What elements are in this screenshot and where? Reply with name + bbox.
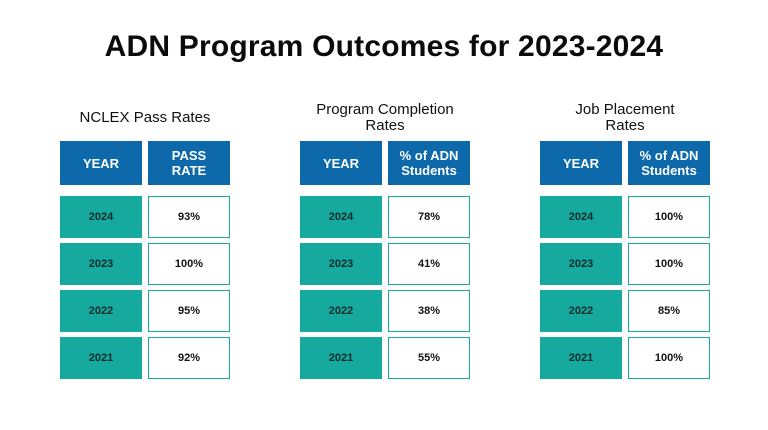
year-cell: 2023: [540, 243, 622, 285]
table-row: 2024 100%: [540, 196, 710, 238]
value-cell: 95%: [148, 290, 230, 332]
table-row: 2023 100%: [540, 243, 710, 285]
value-cell: 93%: [148, 196, 230, 238]
year-header: YEAR: [540, 141, 622, 185]
year-cell: 2024: [60, 196, 142, 238]
table-header: YEAR PASS RATE: [60, 141, 230, 185]
year-header: YEAR: [300, 141, 382, 185]
value-cell: 85%: [628, 290, 710, 332]
table-body: 2024 100% 2023 100% 2022 85% 2021 100%: [540, 196, 710, 384]
year-cell: 2022: [300, 290, 382, 332]
value-header: PASS RATE: [148, 141, 230, 185]
table-body: 2024 78% 2023 41% 2022 38% 2021 55%: [300, 196, 470, 384]
program-completion-rates-panel: Program Completion Rates YEAR % of ADN S…: [300, 100, 470, 379]
table-header: YEAR % of ADN Students: [540, 141, 710, 185]
year-cell: 2023: [300, 243, 382, 285]
table-header: YEAR % of ADN Students: [300, 141, 470, 185]
year-cell: 2021: [540, 337, 622, 379]
value-cell: 100%: [628, 196, 710, 238]
value-cell: 41%: [388, 243, 470, 285]
table-row: 2024 78%: [300, 196, 470, 238]
year-cell: 2022: [60, 290, 142, 332]
value-cell: 78%: [388, 196, 470, 238]
year-cell: 2021: [300, 337, 382, 379]
value-cell: 100%: [148, 243, 230, 285]
nclex-pass-rates-panel: NCLEX Pass Rates YEAR PASS RATE 2024 93%…: [60, 100, 230, 379]
value-cell: 38%: [388, 290, 470, 332]
year-cell: 2022: [540, 290, 622, 332]
value-header: % of ADN Students: [388, 141, 470, 185]
table-row: 2021 100%: [540, 337, 710, 379]
value-cell: 92%: [148, 337, 230, 379]
panel-title: NCLEX Pass Rates: [79, 109, 211, 126]
table-row: 2023 100%: [60, 243, 230, 285]
panel-title: Job Placement Rates: [575, 101, 675, 134]
table-row: 2021 92%: [60, 337, 230, 379]
year-cell: 2021: [60, 337, 142, 379]
year-header: YEAR: [60, 141, 142, 185]
value-cell: 100%: [628, 243, 710, 285]
year-cell: 2023: [60, 243, 142, 285]
table-row: 2022 95%: [60, 290, 230, 332]
job-placement-rates-panel: Job Placement Rates YEAR % of ADN Studen…: [540, 100, 710, 379]
table-row: 2023 41%: [300, 243, 470, 285]
year-cell: 2024: [300, 196, 382, 238]
value-header: % of ADN Students: [628, 141, 710, 185]
table-row: 2022 38%: [300, 290, 470, 332]
panel-title: Program Completion Rates: [316, 101, 454, 134]
table-body: 2024 93% 2023 100% 2022 95% 2021 92%: [60, 196, 230, 384]
year-cell: 2024: [540, 196, 622, 238]
value-cell: 100%: [628, 337, 710, 379]
table-row: 2024 93%: [60, 196, 230, 238]
table-row: 2021 55%: [300, 337, 470, 379]
value-cell: 55%: [388, 337, 470, 379]
page-title: ADN Program Outcomes for 2023-2024: [104, 30, 664, 63]
table-row: 2022 85%: [540, 290, 710, 332]
